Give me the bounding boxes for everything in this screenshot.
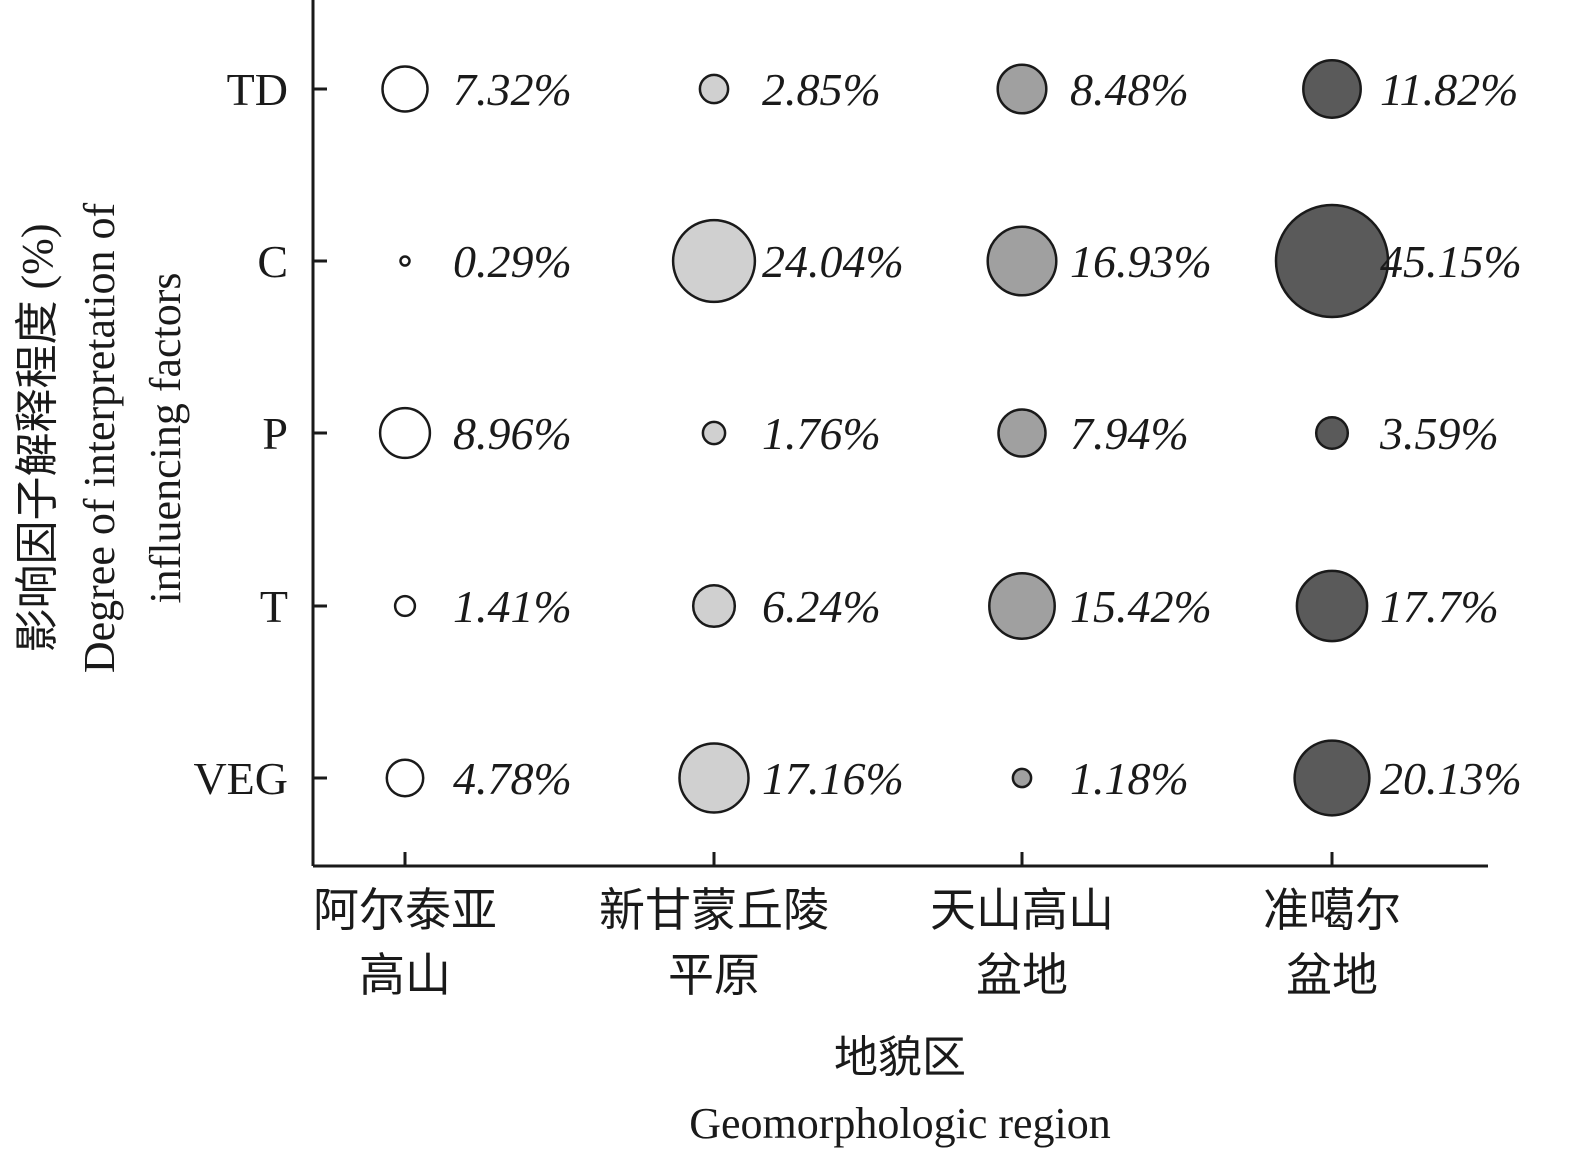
bubble-p-1 [701,420,727,446]
value-label-t-0: 1.41% [453,581,572,632]
x-tick-label-line2-0: 高山 [359,950,451,1001]
bubble-c-2 [986,225,1058,297]
bubble-t-0 [393,594,417,618]
y-tick-label-veg: VEG [193,753,288,804]
value-label-t-3: 17.7% [1380,581,1499,632]
value-label-p-1: 1.76% [762,408,881,459]
value-label-c-3: 45.15% [1380,236,1522,287]
bubble-c-1 [671,218,757,304]
bubble-t-2 [988,572,1056,640]
value-label-t-2: 15.42% [1070,581,1212,632]
y-axis-title-en-line2: influencing factors [141,272,190,603]
value-label-t-1: 6.24% [762,581,881,632]
y-tick-label-t: T [260,581,288,632]
bubble-veg-2 [1011,767,1033,789]
bubble-veg-0 [385,758,425,798]
x-tick-label-line1-1: 新甘蒙丘陵 [599,885,829,936]
value-label-td-3: 11.82% [1380,64,1518,115]
value-label-c-0: 0.29% [453,236,572,287]
y-axis-title-en-group: Degree of interpretation of [75,202,124,673]
x-axis-title-zh: 地貌区 [834,1033,966,1082]
bubble-t-3 [1295,569,1369,643]
bubble-t-1 [691,583,737,629]
x-tick-label-line2-1: 平原 [668,950,760,1001]
y-ticks: TD C P T VEG [193,64,327,804]
value-label-veg-3: 20.13% [1380,753,1522,804]
value-label-p-2: 7.94% [1070,408,1189,459]
y-axis-title-zh: 影响因子解释程度 (%) [13,224,62,653]
bubble-td-0 [381,65,429,113]
value-label-td-1: 2.85% [762,64,881,115]
bubble-td-1 [698,73,730,105]
value-label-veg-2: 1.18% [1070,753,1189,804]
x-tick-label-line1-0: 阿尔泰亚 [313,885,497,936]
y-tick-label-td: TD [227,64,288,115]
x-tick-label-line1-2: 天山高山 [930,885,1114,936]
value-label-c-2: 16.93% [1070,236,1212,287]
y-tick-label-p: P [262,408,288,459]
y-tick-label-c: C [257,236,288,287]
value-label-p-0: 8.96% [453,408,572,459]
y-axis-title-en-group-2: influencing factors [141,272,190,603]
x-tick-label-line2-3: 盆地 [1286,950,1378,1001]
bubble-veg-3 [1293,739,1371,817]
bubble-c-3 [1274,203,1390,319]
value-label-td-2: 8.48% [1070,64,1189,115]
value-label-td-0: 7.32% [453,64,572,115]
x-axis-title-en: Geomorphologic region [689,1099,1111,1148]
bubble-p-3 [1314,415,1350,451]
y-axis-title: 影响因子解释程度 (%) [13,224,62,653]
y-axis-title-en-line1: Degree of interpretation of [75,202,124,673]
bubble-p-0 [378,406,432,460]
value-label-veg-0: 4.78% [453,753,572,804]
bubbles [378,59,1390,817]
value-label-p-3: 3.59% [1379,408,1499,459]
bubble-td-3 [1302,59,1362,119]
value-labels: 7.32% 2.85% 8.48% 11.82% 0.29% 24.04% 16.93% 45… [453,64,1522,804]
x-tick-label-line2-2: 盆地 [976,950,1068,1001]
bubble-c-0 [399,255,411,267]
bubble-p-2 [997,408,1047,458]
value-label-veg-1: 17.16% [762,753,904,804]
bubble-veg-1 [678,742,750,814]
bubble-td-2 [996,63,1048,115]
value-label-c-1: 24.04% [762,236,904,287]
x-tick-label-line1-3: 准噶尔 [1263,885,1401,936]
